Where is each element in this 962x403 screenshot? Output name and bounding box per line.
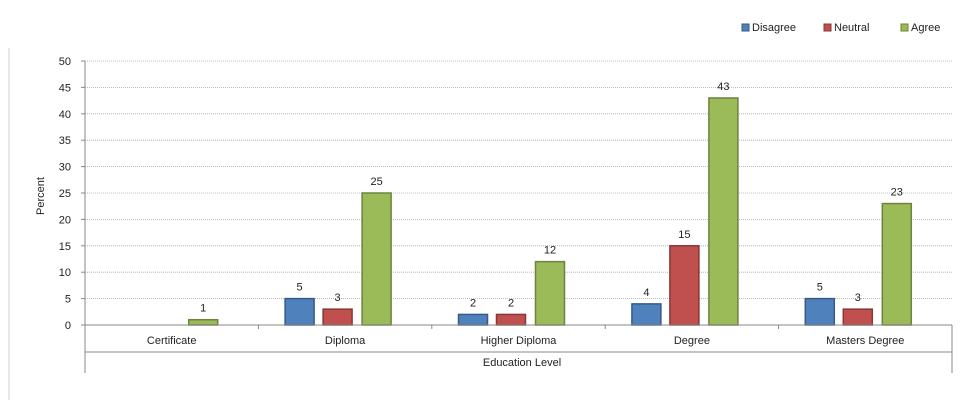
legend-swatch-agree [900, 23, 909, 32]
data-label: 5 [817, 282, 823, 294]
legend-label-disagree: Disagree [752, 22, 796, 34]
bar-disagree [457, 313, 489, 326]
bars [187, 97, 913, 326]
y-axis-ticks: 0 5 10 15 20 25 30 35 40 45 50 [59, 56, 85, 332]
data-label: 4 [643, 287, 649, 299]
legend-label-neutral: Neutral [834, 22, 869, 34]
y-tick-label: 35 [59, 135, 71, 147]
y-tick-label: 0 [65, 320, 71, 332]
bar-agree [534, 260, 566, 326]
data-label: 5 [297, 282, 303, 294]
category-label: Degree [674, 335, 710, 347]
bar-disagree [804, 297, 836, 326]
legend-label-agree: Agree [911, 22, 940, 34]
data-label: 2 [508, 297, 514, 309]
legend-swatch-disagree [741, 23, 750, 32]
x-axis-title: Education Level [483, 357, 561, 369]
gridlines [85, 60, 952, 300]
bar-agree [708, 97, 739, 326]
legend: Disagree Neutral Agree [741, 22, 940, 34]
bar-neutral [669, 245, 700, 326]
y-tick-label: 30 [59, 162, 71, 174]
y-tick-label: 20 [59, 214, 71, 226]
data-label: 2 [470, 297, 476, 309]
data-label: 25 [370, 176, 382, 188]
category-label: Higher Diploma [481, 335, 558, 347]
bar-agree [361, 192, 392, 326]
data-label: 43 [717, 81, 729, 93]
bar-neutral [842, 308, 874, 326]
category-label: Masters Degree [826, 335, 904, 347]
data-label: 3 [335, 292, 341, 304]
bar-neutral [495, 313, 527, 326]
x-axis: Certificate Diploma Higher Diploma Degree Ma… [84, 61, 953, 373]
bar-disagree [284, 297, 315, 326]
data-label: 1 [200, 303, 206, 315]
y-tick-label: 50 [59, 56, 71, 68]
bar-neutral [322, 308, 353, 326]
y-tick-label: 5 [65, 294, 71, 306]
y-tick-label: 45 [59, 82, 71, 94]
category-label: Certificate [147, 335, 197, 347]
category-label: Diploma [325, 335, 366, 347]
bar-disagree [631, 303, 662, 326]
y-tick-label: 10 [59, 267, 71, 279]
bar-agree [881, 202, 913, 326]
y-tick-label: 15 [59, 241, 71, 253]
data-label: 23 [891, 187, 903, 199]
data-label: 12 [544, 245, 556, 257]
legend-swatch-neutral [823, 23, 832, 32]
y-tick-label: 25 [59, 188, 71, 200]
y-axis-title: Percent [35, 177, 47, 215]
y-tick-label: 40 [59, 109, 71, 121]
data-label: 3 [855, 292, 861, 304]
bar-agree [187, 318, 219, 326]
data-label: 15 [678, 229, 690, 241]
